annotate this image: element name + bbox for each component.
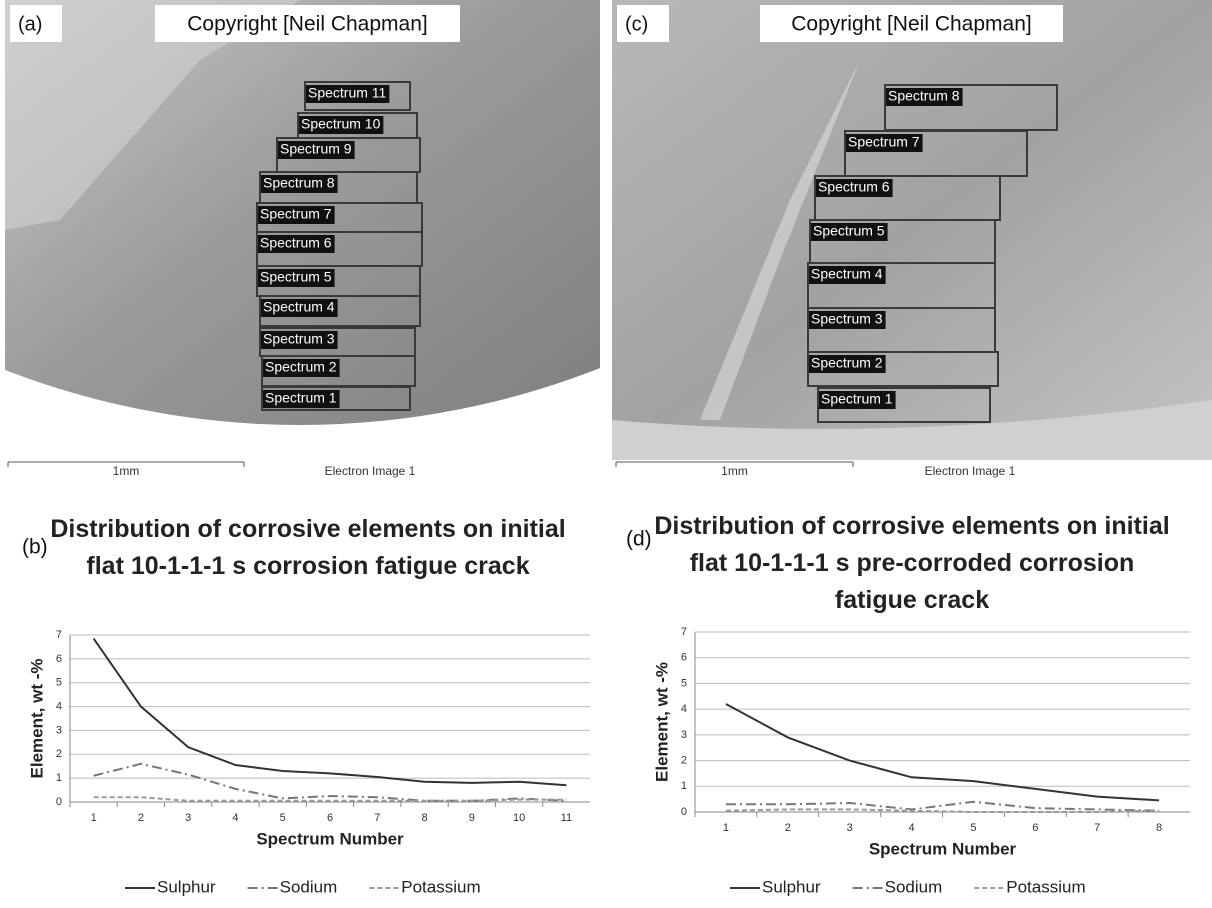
x-tick-label: 10 <box>513 812 525 824</box>
y-tick-label: 0 <box>56 796 62 808</box>
scale-label: 1mm <box>721 464 748 478</box>
spectrum-label: Spectrum 8 <box>888 88 960 104</box>
spectrum-label: Spectrum 5 <box>260 269 332 285</box>
x-tick-label: 11 <box>561 812 572 824</box>
legend-label: Sodium <box>885 877 943 896</box>
spectrum-label: Spectrum 3 <box>811 311 883 327</box>
x-tick-label: 8 <box>1156 822 1162 834</box>
x-tick-label: 7 <box>374 812 380 824</box>
y-axis-label: Element, wt -% <box>652 662 671 782</box>
legend-label: Potassium <box>1006 877 1085 896</box>
spectrum-label: Spectrum 6 <box>260 235 332 251</box>
y-tick-label: 4 <box>681 703 687 715</box>
x-tick-label: 2 <box>138 812 144 824</box>
x-tick-label: 6 <box>327 812 333 824</box>
legend-label: Sulphur <box>157 877 216 896</box>
x-tick-label: 1 <box>723 822 729 834</box>
legend-label: Sodium <box>280 877 338 896</box>
image-caption: Electron Image 1 <box>325 464 416 478</box>
panel-label: (c) <box>625 13 648 35</box>
x-tick-label: 7 <box>1094 822 1100 834</box>
figure: (a) Copyright [Neil Chapman] Spectrum 1 Spe… <box>0 0 1212 908</box>
legend-label: Potassium <box>401 877 480 896</box>
x-tick-label: 3 <box>185 812 191 824</box>
copyright: Copyright [Neil Chapman] <box>791 13 1031 36</box>
spectrum-label: Spectrum 1 <box>821 391 893 407</box>
spectrum-label: Spectrum 4 <box>263 299 335 315</box>
image-caption: Electron Image 1 <box>925 464 1016 478</box>
x-axis-label: Spectrum Number <box>256 829 404 848</box>
x-tick-label: 4 <box>232 812 238 824</box>
x-tick-label: 5 <box>970 822 976 834</box>
sem-image <box>612 0 1212 460</box>
spectrum-label: Spectrum 2 <box>265 359 337 375</box>
spectrum-label: Spectrum 11 <box>308 85 387 101</box>
panel-label: (d) <box>626 528 652 551</box>
y-tick-label: 2 <box>681 754 687 766</box>
spectrum-label: Spectrum 9 <box>280 141 352 157</box>
x-tick-label: 8 <box>421 812 427 824</box>
y-tick-label: 0 <box>681 806 687 818</box>
copyright: Copyright [Neil Chapman] <box>187 13 427 36</box>
spectrum-label: Spectrum 7 <box>260 206 332 222</box>
series-line <box>94 639 567 786</box>
x-tick-label: 5 <box>280 812 286 824</box>
scale-label: 1mm <box>113 464 140 478</box>
y-tick-label: 1 <box>681 780 687 792</box>
x-tick-label: 4 <box>909 822 915 834</box>
y-axis-label: Element, wt -% <box>27 659 46 779</box>
y-tick-label: 4 <box>56 700 62 712</box>
y-tick-label: 5 <box>681 677 687 689</box>
spectrum-label: Spectrum 2 <box>811 355 883 371</box>
spectrum-label: Spectrum 7 <box>848 134 920 150</box>
x-tick-label: 6 <box>1032 822 1038 834</box>
spectrum-label: Spectrum 3 <box>263 331 335 347</box>
y-tick-label: 7 <box>681 626 687 638</box>
y-tick-label: 2 <box>56 748 62 760</box>
legend-label: Sulphur <box>762 877 821 896</box>
y-tick-label: 7 <box>56 629 62 641</box>
y-tick-label: 5 <box>56 677 62 689</box>
chart-title: Distribution of corrosive elements on in… <box>652 508 1172 619</box>
x-tick-label: 1 <box>91 812 97 824</box>
x-tick-label: 2 <box>785 822 791 834</box>
panel-label: (a) <box>18 13 42 35</box>
spectrum-label: Spectrum 8 <box>263 175 335 191</box>
spectrum-label: Spectrum 6 <box>818 179 890 195</box>
x-axis-label: Spectrum Number <box>869 839 1017 858</box>
y-tick-label: 1 <box>56 772 62 784</box>
spectrum-label: Spectrum 5 <box>813 223 885 239</box>
x-tick-label: 9 <box>469 812 475 824</box>
y-tick-label: 3 <box>56 724 62 736</box>
spectrum-label: Spectrum 4 <box>811 266 883 282</box>
y-tick-label: 6 <box>56 653 62 665</box>
spectrum-label: Spectrum 1 <box>265 390 337 406</box>
figure-canvas: (a) Copyright [Neil Chapman] Spectrum 1 Spe… <box>0 0 1212 908</box>
y-tick-label: 6 <box>681 652 687 664</box>
spectrum-label: Spectrum 10 <box>301 116 381 132</box>
y-tick-label: 3 <box>681 729 687 741</box>
chart-title: Distribution of corrosive elements on in… <box>48 511 568 585</box>
panel-label: (b) <box>22 536 48 559</box>
x-tick-label: 3 <box>847 822 853 834</box>
